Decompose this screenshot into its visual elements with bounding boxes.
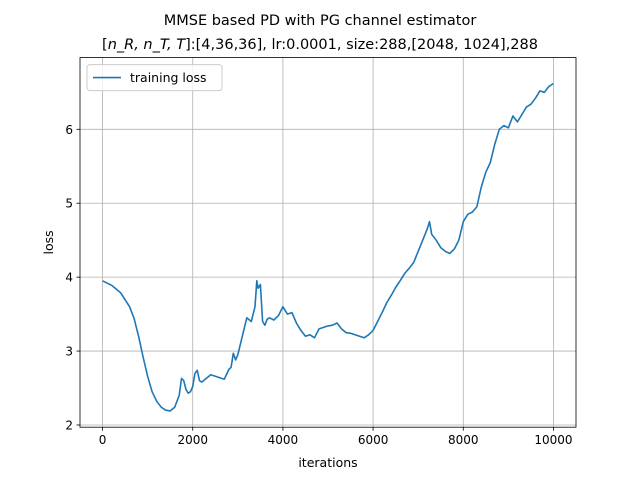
x-tick-label: 4000 bbox=[268, 433, 299, 447]
axis-ticks: 0 2000 4000 6000 8000 10000 2 3 4 5 6 bbox=[65, 123, 572, 447]
chart-title-line1: MMSE based PD with PG channel estimator bbox=[164, 13, 477, 29]
y-tick-label: 5 bbox=[65, 197, 73, 211]
y-tick-label: 2 bbox=[65, 418, 73, 432]
x-tick-label: 0 bbox=[99, 433, 107, 447]
plot-area-frame bbox=[79, 57, 577, 428]
x-axis-label: iterations bbox=[298, 455, 357, 470]
y-tick-label: 3 bbox=[65, 345, 73, 359]
x-tick-label: 2000 bbox=[177, 433, 208, 447]
legend: training loss bbox=[86, 64, 223, 92]
x-tick-label: 6000 bbox=[358, 433, 389, 447]
chart-title-line2: [n_R, n_T, T]:[4,36,36], lr:0.0001, size… bbox=[102, 37, 538, 53]
legend-box bbox=[86, 64, 223, 92]
series-group bbox=[102, 82, 554, 412]
chart-title-bracket: [ bbox=[102, 37, 108, 53]
y-axis-label: loss bbox=[41, 230, 56, 254]
y-tick-label: 4 bbox=[65, 271, 73, 285]
y-tick-label: 6 bbox=[65, 123, 73, 137]
legend-label-training-loss: training loss bbox=[130, 70, 207, 85]
series-line-training-loss bbox=[102, 82, 554, 412]
chart-title-math: n_R, n_T, T bbox=[108, 37, 187, 53]
x-tick-label: 10000 bbox=[534, 433, 572, 447]
x-tick-label: 8000 bbox=[448, 433, 479, 447]
chart-title-params: ]:[4,36,36], lr:0.0001, size:288,[2048, … bbox=[185, 37, 538, 53]
grid-lines bbox=[80, 57, 576, 428]
